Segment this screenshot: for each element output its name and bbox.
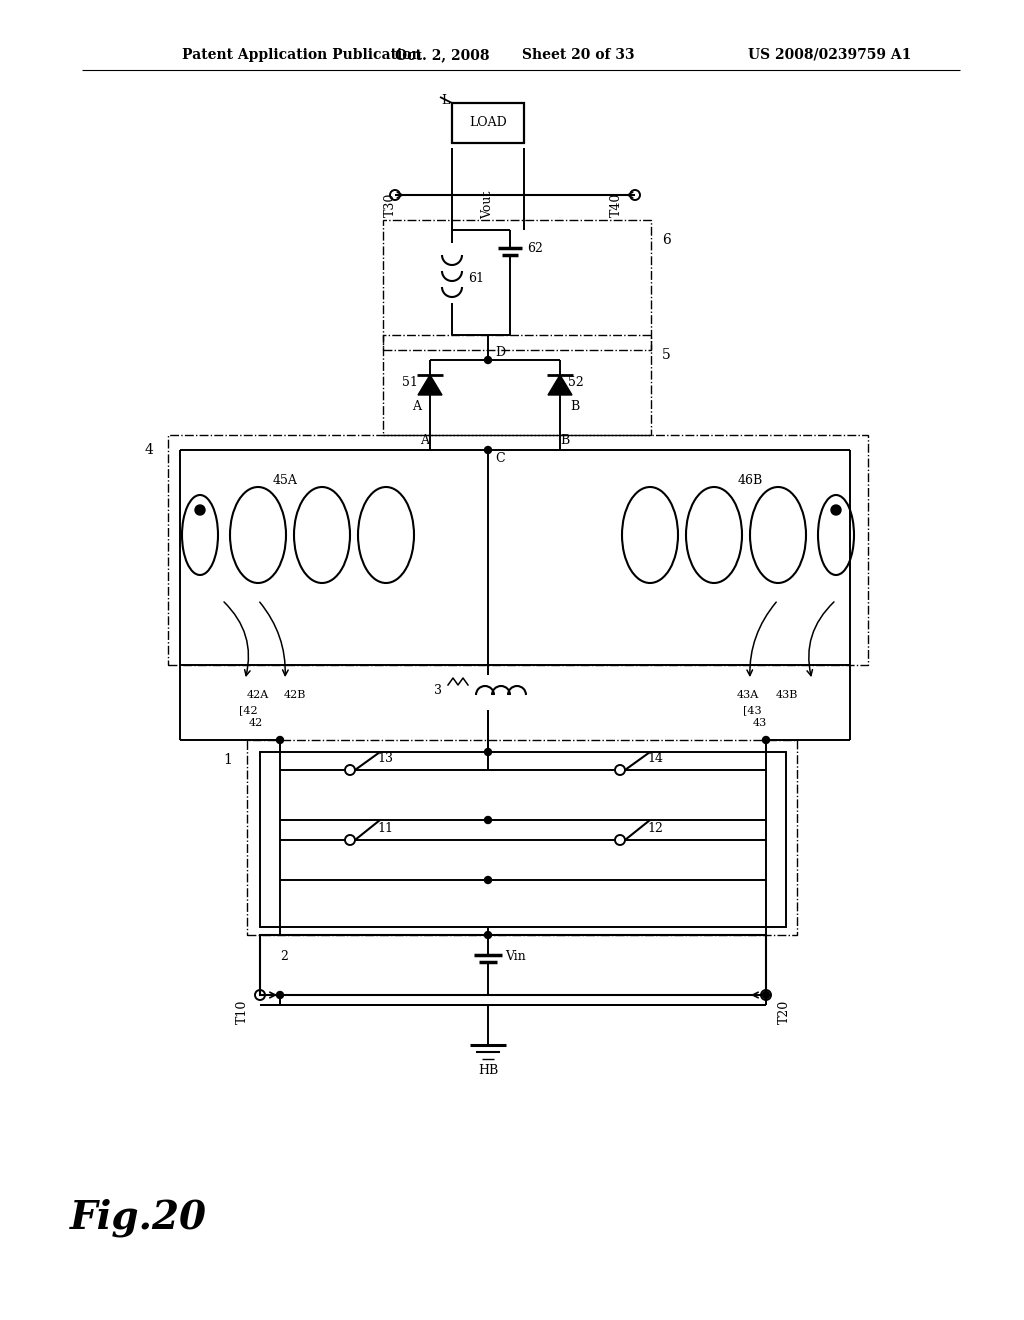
Bar (168, 436, 868, 665)
Text: [42: [42 (239, 705, 257, 715)
Text: 11: 11 (377, 821, 393, 834)
Circle shape (484, 876, 492, 883)
Text: T10: T10 (236, 999, 249, 1024)
Text: 42B: 42B (284, 690, 306, 700)
Polygon shape (548, 375, 572, 395)
Text: 4: 4 (144, 444, 153, 457)
Text: T30: T30 (384, 193, 396, 218)
Text: 1: 1 (223, 752, 232, 767)
Text: LOAD: LOAD (469, 116, 507, 129)
Bar (260, 752, 786, 927)
Text: Patent Application Publication: Patent Application Publication (182, 48, 422, 62)
Bar (247, 741, 797, 935)
Text: 43B: 43B (776, 690, 798, 700)
Text: 46B: 46B (737, 474, 763, 487)
Text: Oct. 2, 2008: Oct. 2, 2008 (395, 48, 489, 62)
Text: 3: 3 (434, 684, 442, 697)
Text: 42: 42 (249, 718, 263, 729)
Circle shape (195, 506, 205, 515)
Text: 61: 61 (468, 272, 484, 285)
Circle shape (276, 737, 284, 743)
Bar (383, 335, 651, 436)
Text: A: A (413, 400, 422, 413)
Bar (452, 103, 524, 143)
Text: 52: 52 (568, 376, 584, 389)
Bar (383, 220, 651, 350)
Text: 6: 6 (662, 234, 671, 247)
Text: [43: [43 (742, 705, 761, 715)
Polygon shape (418, 375, 442, 395)
Bar (260, 935, 766, 995)
Circle shape (484, 932, 492, 939)
Text: 5: 5 (662, 348, 671, 362)
Text: L: L (441, 94, 450, 107)
Text: D: D (495, 346, 505, 359)
Text: 2: 2 (280, 949, 288, 962)
Circle shape (763, 737, 769, 743)
Text: Fig.20: Fig.20 (70, 1199, 207, 1237)
Text: 42A: 42A (247, 690, 269, 700)
Text: Vout: Vout (481, 191, 495, 219)
Text: T20: T20 (777, 999, 791, 1024)
Text: 13: 13 (377, 751, 393, 764)
Circle shape (276, 991, 284, 998)
Circle shape (484, 446, 492, 454)
Text: 43: 43 (753, 718, 767, 729)
Text: B: B (560, 433, 569, 446)
Circle shape (484, 356, 492, 363)
Text: 45A: 45A (272, 474, 297, 487)
Text: 51: 51 (402, 376, 418, 389)
Text: Vin: Vin (505, 950, 525, 964)
Text: C: C (496, 451, 505, 465)
Text: 12: 12 (647, 821, 663, 834)
Circle shape (484, 817, 492, 824)
Circle shape (484, 748, 492, 755)
Text: 43A: 43A (737, 690, 759, 700)
Text: A: A (421, 433, 429, 446)
Circle shape (831, 506, 841, 515)
Text: Sheet 20 of 33: Sheet 20 of 33 (522, 48, 635, 62)
Text: US 2008/0239759 A1: US 2008/0239759 A1 (748, 48, 911, 62)
Text: 14: 14 (647, 751, 663, 764)
Text: 62: 62 (527, 242, 543, 255)
Text: HB: HB (478, 1064, 498, 1077)
Text: B: B (570, 400, 580, 413)
Circle shape (763, 991, 769, 998)
Text: T40: T40 (609, 193, 623, 218)
